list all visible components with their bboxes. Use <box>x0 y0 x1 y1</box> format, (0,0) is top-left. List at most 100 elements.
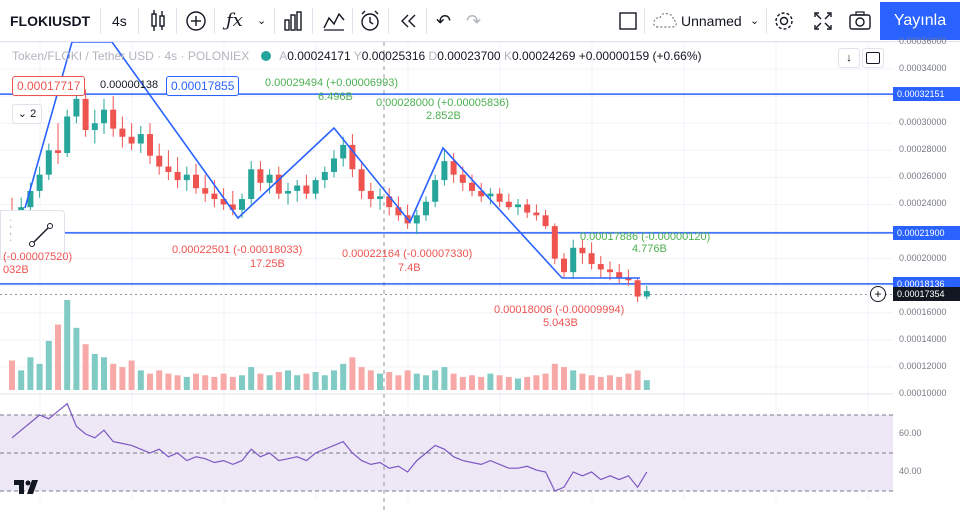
toolbar-divider <box>352 8 353 34</box>
volume-bar <box>524 376 531 390</box>
candle-body <box>303 185 310 194</box>
volume-bar <box>331 370 337 390</box>
candle-body <box>588 253 595 265</box>
indicators-icon[interactable] <box>322 0 346 42</box>
price-tick-label: 0.00028000 <box>899 144 947 155</box>
annotation-label[interactable]: 0.00017886 (-0.00000120) <box>580 231 711 243</box>
alert-clock-icon[interactable] <box>358 0 382 42</box>
volume-bar <box>349 357 356 390</box>
arrow-down-icon: ↓ <box>846 52 852 64</box>
price-tick-label: 0.00036000 <box>899 36 947 46</box>
symbol-search-button[interactable]: FLOKIUSDT <box>10 13 91 29</box>
maximize-pane-button[interactable] <box>862 48 884 68</box>
toolbar-divider <box>766 8 767 34</box>
fullscreen-icon[interactable] <box>812 0 834 42</box>
candle-body <box>82 98 89 130</box>
fx-icon[interactable]: ƒx <box>226 10 243 31</box>
publish-button[interactable]: Yayınla <box>880 2 960 40</box>
legend-change-value: +0.00000159 (+0.66%) <box>578 49 702 63</box>
add-indicator-icon[interactable] <box>185 0 207 42</box>
replay-icon[interactable] <box>398 0 418 42</box>
annotation-label[interactable]: 2.852B <box>426 110 461 122</box>
volume-bar <box>18 370 25 390</box>
rsi-line <box>11 402 648 492</box>
annotation-label[interactable]: 0.00022164 (-0.00007330) <box>342 248 473 260</box>
annotation-label[interactable]: 7.4B <box>398 262 421 274</box>
candle-body <box>27 190 34 208</box>
floating-drawing-toolbar[interactable]: ⁚ ⁚ ⁚ <box>0 210 65 260</box>
interval-button[interactable]: 4s <box>112 13 127 29</box>
candle-body <box>211 193 218 200</box>
candle-body <box>266 174 273 183</box>
volume-bar <box>340 363 347 390</box>
annotation-label[interactable]: 0.00028000 (+0.00005836) <box>376 97 510 109</box>
scroll-down-button[interactable]: ↓ <box>838 48 860 68</box>
volume-bar <box>404 370 411 390</box>
candle-body <box>496 193 503 202</box>
volume-bar <box>229 376 236 390</box>
annotation-label[interactable]: 032B <box>3 264 29 276</box>
undo-icon[interactable]: ↶ <box>436 11 452 31</box>
candle-body <box>386 196 393 208</box>
candle-body <box>147 134 153 156</box>
annotation-label[interactable]: 4.776B <box>632 243 667 255</box>
volume-bar <box>367 370 374 390</box>
toolbar-divider <box>426 8 427 34</box>
volume-bar <box>119 367 126 390</box>
annotation-label[interactable]: 0.00022501 (-0.00018033) <box>172 244 303 256</box>
layout-name-button[interactable]: Unnamed <box>681 13 742 29</box>
camera-icon[interactable] <box>848 0 872 42</box>
annotation-label[interactable]: 0.00029494 (+0.00006993) <box>265 77 399 89</box>
annotation-label[interactable]: 0.00018006 (-0.00009994) <box>494 304 625 316</box>
candle-body <box>312 180 319 194</box>
annotation-label[interactable]: 5.043B <box>543 317 578 329</box>
price-tick-label: 0.00014000 <box>899 333 947 344</box>
chevron-down-icon[interactable]: ⌄ <box>257 15 267 27</box>
candle-body <box>321 171 328 181</box>
collapse-indicators-button[interactable]: ⌄ 2 <box>12 104 42 124</box>
volume-bar <box>55 324 61 390</box>
volume-bar <box>441 367 448 390</box>
top-toolbar: FLOKIUSDT 4s ƒx ⌄ ↶ ↷ Unnamed ⌄ <box>0 0 960 42</box>
bar-chart-icon[interactable] <box>283 0 303 42</box>
volume-bar <box>469 375 475 390</box>
candle-body <box>478 190 485 197</box>
volume-bar <box>73 327 80 390</box>
toolbar-divider <box>176 8 177 34</box>
candle-body <box>469 182 475 191</box>
legend-low-label: D <box>428 49 438 63</box>
price-tick-label: 0.00034000 <box>899 63 947 74</box>
volume-bar <box>211 376 218 390</box>
cloud-icon[interactable] <box>652 0 678 42</box>
volume-bar <box>128 360 135 390</box>
volume-bar <box>312 372 319 390</box>
volume-bar <box>101 357 107 390</box>
chevron-down-icon[interactable]: ⌄ <box>750 15 760 27</box>
candle-body <box>459 174 466 183</box>
add-price-icon[interactable]: + <box>870 286 886 303</box>
layout-square-icon[interactable] <box>618 0 638 42</box>
chart-pane[interactable] <box>0 42 960 512</box>
volume-bar <box>174 375 181 390</box>
candles-icon[interactable] <box>148 0 168 42</box>
trend-line-icon[interactable] <box>27 221 55 249</box>
volume-bar <box>156 370 163 390</box>
price-tag: 0.00017354 <box>893 287 960 302</box>
candle-body <box>55 150 61 154</box>
candle-body <box>533 212 540 216</box>
volume-bar <box>597 376 604 390</box>
buy-price-button[interactable]: 0.00017855 <box>166 76 240 96</box>
candle-body <box>367 190 374 200</box>
annotation-label[interactable]: 17.25B <box>250 258 285 270</box>
sell-price-button[interactable]: 0.00017717 <box>12 76 86 96</box>
annotation-label[interactable]: 6.496B <box>318 91 353 103</box>
settings-icon[interactable] <box>773 0 795 42</box>
annotation-label[interactable]: (-0.00007520) <box>3 251 73 263</box>
candle-body <box>579 247 586 254</box>
redo-icon[interactable]: ↷ <box>466 11 482 31</box>
drag-handle-icon[interactable]: ⁚ ⁚ ⁚ <box>9 219 13 244</box>
legend-title[interactable]: Token/FLOKI / Tether USD · 4s · POLONIEX <box>12 49 250 63</box>
toolbar-divider <box>100 8 101 34</box>
volume-bar <box>459 376 466 390</box>
toolbar-divider <box>388 8 389 34</box>
